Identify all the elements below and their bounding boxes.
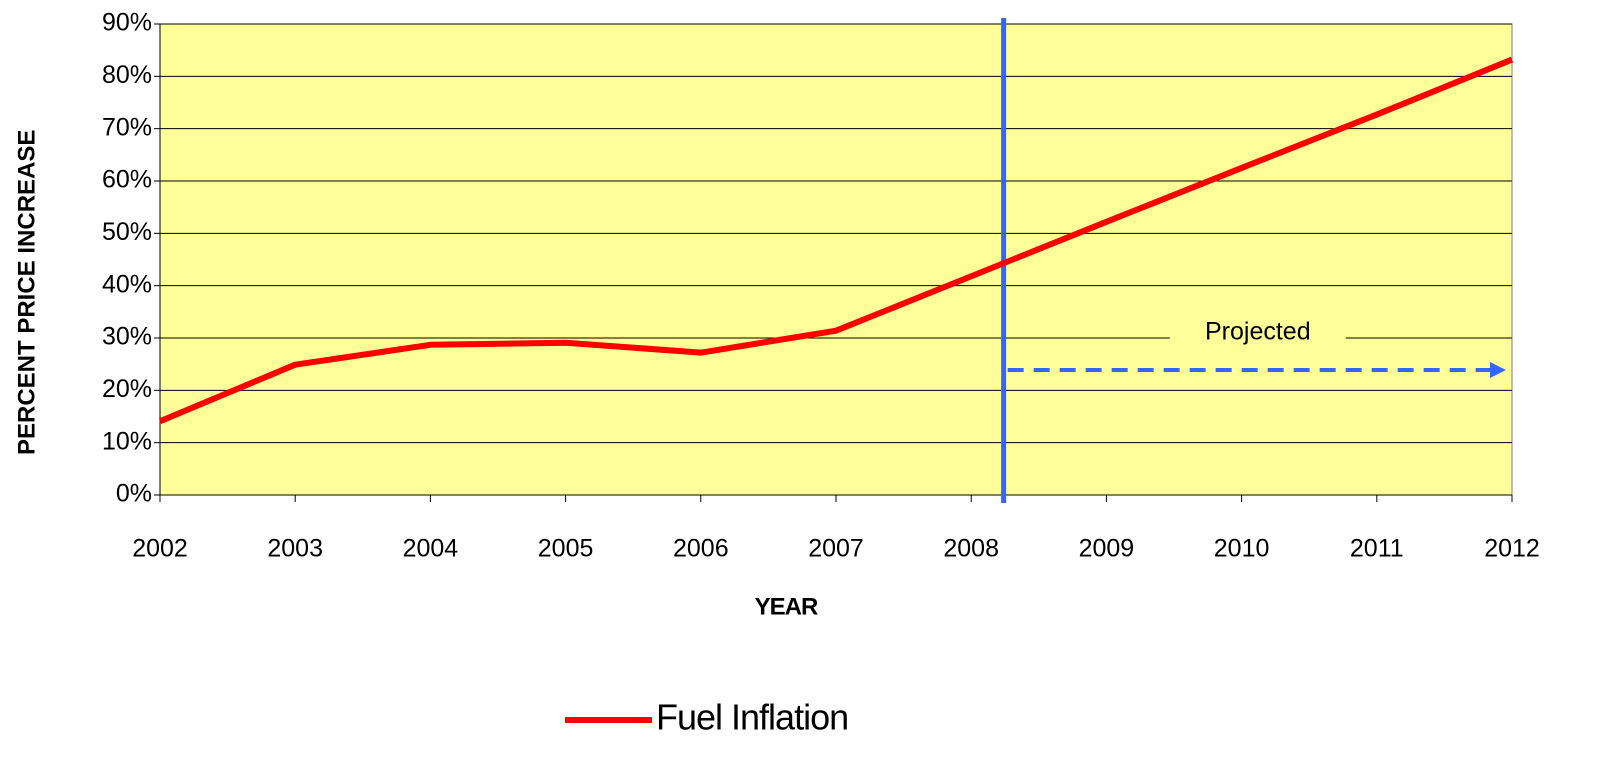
y-tick-label: 10% [102,427,152,455]
y-tick-label: 70% [102,113,152,141]
x-tick-label: 2006 [673,535,729,563]
x-tick-label: 2007 [808,535,864,563]
x-tick-label: 2010 [1214,535,1270,563]
plot-area [159,23,1513,496]
x-tick-label: 2009 [1079,535,1135,563]
y-tick-label: 60% [102,166,152,194]
x-tick-label: 2012 [1484,535,1540,563]
x-tick-label: 2003 [267,535,323,563]
y-tick-label: 20% [102,375,152,403]
x-tick-label: 2004 [403,535,459,563]
x-axis-label: YEAR [755,593,818,620]
y-tick-label: 80% [102,61,152,89]
y-tick-label: 0% [116,480,152,508]
y-axis-label: PERCENT PRICE INCREASE [13,130,40,455]
x-tick-label: 2005 [538,535,594,563]
x-tick-label: 2011 [1350,535,1404,563]
arrow-head [1490,362,1506,378]
series-line [158,56,1514,424]
y-tick-label: 40% [102,270,152,298]
annotation-bg [1169,319,1346,347]
x-tick-label: 2002 [132,535,188,563]
annotation-text: Projected [1205,318,1311,346]
y-tick-label: 90% [102,9,152,37]
x-tick-label: 2008 [943,535,999,563]
y-tick-label: 30% [102,323,152,351]
legend-label: Fuel Inflation [656,697,848,738]
y-tick-label: 50% [102,218,152,246]
